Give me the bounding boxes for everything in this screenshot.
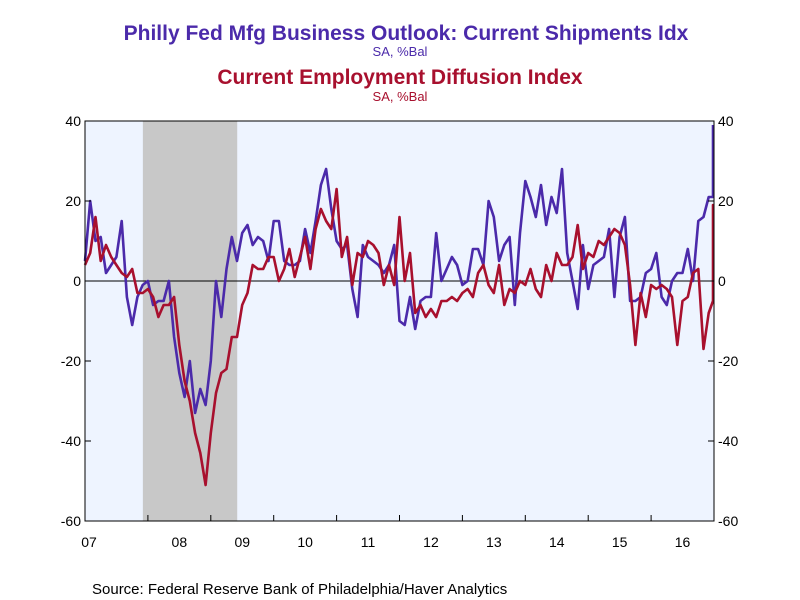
recession-band xyxy=(142,121,238,521)
x-tick-label-2: 09 xyxy=(234,534,250,550)
y-tick-label-right-3: 0 xyxy=(718,273,726,289)
x-tick-label-0: 07 xyxy=(81,534,97,550)
x-tick-label-7: 14 xyxy=(549,534,565,550)
title-shipments: Philly Fed Mfg Business Outlook: Current… xyxy=(124,22,689,45)
y-tick-label-left-2: -20 xyxy=(61,353,81,369)
series-line-1 xyxy=(83,187,715,487)
x-tick-label-4: 11 xyxy=(361,534,376,550)
y-tick-label-right-2: -20 xyxy=(718,353,738,369)
x-tick-label-3: 10 xyxy=(297,534,313,550)
series-layer xyxy=(83,125,715,487)
unit-employment: SA, %Bal xyxy=(373,89,428,104)
x-tick-label-8: 15 xyxy=(612,534,628,550)
y-tick-label-right-5: 40 xyxy=(718,113,734,129)
unit-shipments: SA, %Bal xyxy=(373,44,428,59)
title-employment: Current Employment Diffusion Index xyxy=(217,66,583,89)
x-tick-label-5: 12 xyxy=(423,534,439,550)
tick-layer: -60 -60 -40 -40 -20 -20 0 0 20 20 40 40 07 08 09 10 11 12… xyxy=(61,113,739,550)
y-tick-label-right-4: 20 xyxy=(718,193,734,209)
y-tick-label-right-1: -40 xyxy=(718,433,738,449)
x-tick-label-9: 16 xyxy=(675,534,691,550)
x-tick-label-6: 13 xyxy=(486,534,502,550)
y-tick-label-left-4: 20 xyxy=(65,193,81,209)
y-tick-label-right-0: -60 xyxy=(718,513,738,529)
y-tick-label-left-1: -40 xyxy=(61,433,81,449)
y-tick-label-left-5: 40 xyxy=(65,113,81,129)
series-line-0 xyxy=(83,125,715,415)
x-tick-label-1: 08 xyxy=(172,534,188,550)
source-note: Source: Federal Reserve Bank of Philadel… xyxy=(92,581,507,598)
y-tick-label-left-0: -60 xyxy=(61,513,81,529)
y-tick-label-left-3: 0 xyxy=(73,273,81,289)
